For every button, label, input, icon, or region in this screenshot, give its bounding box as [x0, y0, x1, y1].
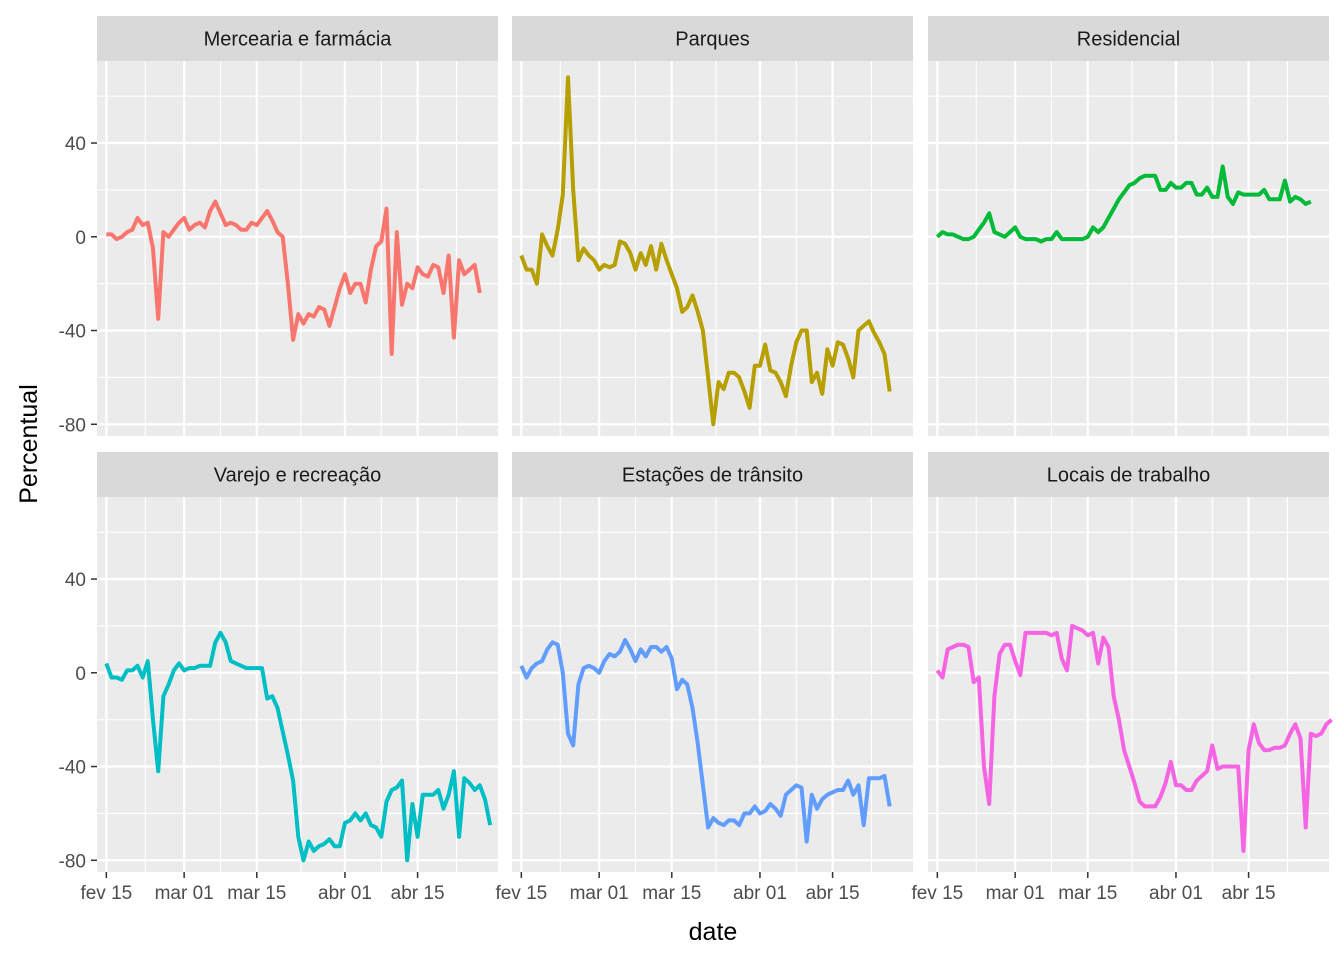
- panel-title: Mercearia e farmácia: [204, 29, 393, 51]
- y-tick-label: 40: [65, 570, 86, 591]
- panel-title: Estações de trânsito: [622, 465, 803, 487]
- y-tick-label: 0: [75, 228, 86, 249]
- panel-mercearia-e-farmacia: Mercearia e farmácia -80 -40 0 40: [59, 16, 498, 436]
- panel-title: Parques: [675, 29, 750, 51]
- panel-varejo-e-recreacao: Varejo e recreação -80 -40 0 40 fev 15 mar 01 m…: [59, 452, 498, 904]
- x-tick-label: fev 15: [80, 883, 132, 904]
- x-tick-label: mar 15: [1058, 883, 1117, 904]
- y-tick-label: -80: [59, 851, 86, 872]
- y-tick-label: -80: [59, 415, 86, 436]
- x-tick-label: mar 15: [227, 883, 286, 904]
- y-axis-title: Percentual: [15, 384, 43, 504]
- series-line-mercearia-e-farmacia: [106, 199, 482, 356]
- x-axis-title: date: [689, 918, 738, 946]
- x-tick-label: abr 15: [806, 883, 860, 904]
- panel-locais-de-trabalho: Locais de trabalho fev 15 mar 01 mar 15 abr …: [911, 452, 1333, 904]
- panel-estacoes-de-transito: Estações de trânsito fev 15 mar 01 mar 15 ab…: [495, 452, 913, 904]
- x-tick-label: fev 15: [495, 883, 547, 904]
- panel-background: [512, 61, 913, 436]
- y-tick-label: 40: [65, 134, 86, 155]
- x-tick-label: abr 01: [318, 883, 372, 904]
- x-tick-label: fev 15: [911, 883, 963, 904]
- strip-background: [512, 452, 913, 497]
- x-tick-label: mar 15: [642, 883, 701, 904]
- series-line-parques: [519, 75, 892, 427]
- panel-parques: Parques: [512, 16, 913, 436]
- strip-background: [928, 16, 1329, 61]
- x-tick-label: abr 15: [1222, 883, 1276, 904]
- panel-background: [928, 497, 1329, 872]
- y-tick-label: -40: [59, 758, 86, 779]
- x-tick-label: abr 15: [391, 883, 445, 904]
- y-tick-label: 0: [75, 664, 86, 685]
- x-tick-label: abr 01: [733, 883, 787, 904]
- panel-background: [928, 61, 1329, 436]
- x-tick-label: mar 01: [570, 883, 629, 904]
- series-line-estacoes-de-transito: [519, 638, 892, 844]
- panel-title: Locais de trabalho: [1047, 465, 1210, 487]
- panel-residencial: Residencial: [928, 16, 1329, 436]
- x-tick-label: abr 01: [1149, 883, 1203, 904]
- x-tick-label: mar 01: [155, 883, 214, 904]
- strip-background: [928, 452, 1329, 497]
- series-line-varejo-e-recreacao: [104, 630, 493, 863]
- series-line-residencial: [935, 164, 1312, 244]
- panel-title: Varejo e recreação: [214, 465, 382, 487]
- panel-background: [512, 497, 913, 872]
- x-tick-label: mar 01: [986, 883, 1045, 904]
- strip-background: [97, 16, 498, 61]
- strip-background: [97, 452, 498, 497]
- panel-title: Residencial: [1077, 29, 1180, 51]
- panel-background: [97, 61, 498, 436]
- y-tick-label: -40: [59, 322, 86, 343]
- strip-background: [512, 16, 913, 61]
- series-line-locais-de-trabalho: [935, 623, 1333, 853]
